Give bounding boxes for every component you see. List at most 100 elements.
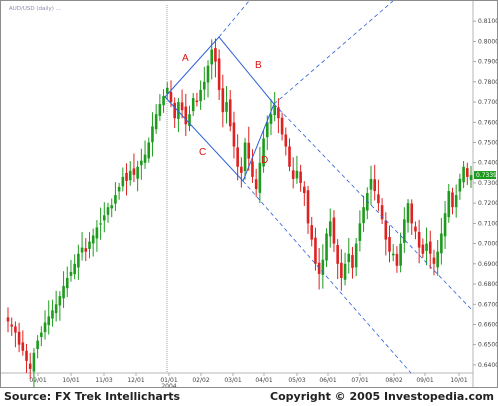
candle-body (195, 100, 199, 103)
x-tick-label: 06/01 (319, 377, 336, 384)
channel-lower-line (242, 180, 412, 374)
candle-body (165, 87, 169, 94)
candle-body (221, 88, 225, 113)
candle-body (95, 227, 99, 239)
x-tick-label: 03/01 (224, 377, 241, 384)
candle-body (62, 286, 65, 299)
y-tick-label: 0.8000 (478, 38, 497, 45)
candle-body (340, 262, 343, 278)
candle-body (169, 91, 173, 103)
candle-body (136, 166, 139, 179)
y-tick-label: 0.7200 (478, 200, 497, 207)
candle-body (17, 331, 21, 345)
candle-body (240, 166, 243, 173)
candle-body (88, 241, 91, 249)
y-tick-label: 0.7000 (478, 241, 497, 248)
candle-body (91, 235, 95, 244)
candle-body (251, 161, 254, 177)
candle-body (417, 232, 421, 248)
candle-body (362, 207, 365, 224)
symbol-caption: AUD/USD (daily) ... (9, 6, 61, 12)
candle-body (99, 223, 102, 225)
candle-body (406, 203, 410, 223)
candle-body (373, 179, 376, 192)
x-tick-label: 07/01 (351, 377, 368, 384)
candle-body (391, 253, 395, 256)
candle-body (228, 99, 232, 127)
x-tick-label: 09/01 (29, 377, 46, 384)
x-tick-label: 04/01 (255, 377, 272, 384)
candle-body (210, 49, 214, 65)
candle-body (454, 195, 458, 208)
candle-body (106, 207, 110, 215)
x-tick-label: 01/01 (160, 377, 177, 384)
candle-body (110, 205, 114, 209)
candle-body (325, 233, 328, 261)
candle-body (51, 310, 54, 319)
candle-body (10, 324, 14, 327)
y-tick-label: 0.6400 (478, 362, 497, 369)
price-chart: 0.8100 0.8000 0.7900 0.7800 0.7700 0.7600 0.75… (1, 1, 497, 387)
candle-body (428, 241, 432, 254)
candle-body (377, 194, 380, 204)
candle-body (47, 316, 51, 326)
y-tick-label: 0.6900 (478, 261, 497, 268)
candle-body (265, 122, 269, 138)
candle-body (465, 168, 469, 177)
candle-body (410, 203, 414, 224)
candle-body (347, 253, 351, 263)
candle-body (140, 160, 143, 166)
candle-body (395, 253, 399, 266)
candle-body (80, 247, 84, 253)
candle-body (328, 221, 332, 237)
candle-body (188, 114, 191, 127)
candle-body (284, 134, 288, 147)
candle-body (43, 322, 47, 333)
y-tick-label: 0.7500 (478, 139, 497, 146)
candle-body (236, 147, 239, 167)
y-tick-label: 0.7600 (478, 119, 497, 126)
y-tick-label: 0.6800 (478, 281, 497, 288)
candle-body (184, 106, 188, 125)
candle-body (125, 172, 128, 181)
candle-body (40, 332, 43, 337)
y-tick-label: 0.7300 (478, 180, 497, 187)
y-tick-label: 0.7400 (478, 160, 497, 167)
candle-body (291, 170, 295, 179)
candle-body (421, 244, 425, 254)
y-tick-label: 0.6500 (478, 342, 497, 349)
upper-extension-line (218, 1, 250, 38)
candle-body (191, 98, 195, 112)
candle-body (369, 178, 373, 190)
last-price-label: 0.7339 (476, 172, 497, 179)
candle-body (121, 176, 125, 187)
candle-body (351, 255, 354, 268)
candle-body (158, 104, 162, 116)
candle-body (365, 193, 369, 211)
candle-body (214, 48, 217, 62)
candle-body (380, 205, 384, 220)
candle-body (143, 154, 147, 163)
candle-body (6, 317, 10, 322)
candle-body (469, 175, 473, 181)
candle-body (65, 277, 69, 289)
footer: Source: FX Trek Intellicharts Copyright … (0, 388, 498, 406)
candle-body (262, 138, 265, 167)
breakout-extension-line (273, 1, 394, 105)
candle-body (114, 195, 117, 204)
candle-body (243, 142, 247, 172)
y-tick-label: 0.6600 (478, 321, 497, 328)
candle-body (84, 248, 88, 252)
candle-body (154, 114, 158, 130)
candle-body (180, 102, 184, 111)
candle-body (103, 215, 106, 221)
y-tick-label: 0.7100 (478, 220, 497, 227)
x-tick-label: 10/01 (450, 377, 467, 384)
candle-body (314, 237, 317, 264)
x-tick-label: 09/01 (416, 377, 433, 384)
candle-body (14, 326, 17, 333)
candle-body (447, 191, 451, 218)
candle-body (177, 102, 180, 119)
candle-body (425, 243, 428, 251)
channel-upper-line (273, 103, 474, 312)
